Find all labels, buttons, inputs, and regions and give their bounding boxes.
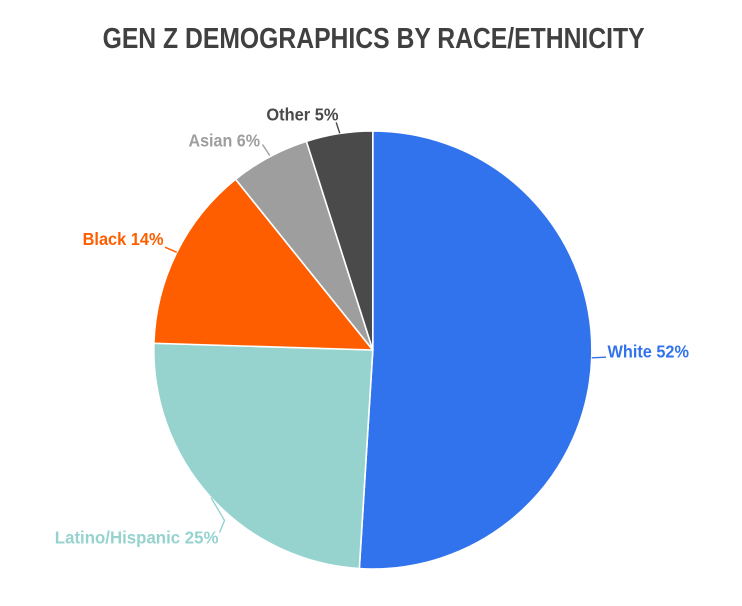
svg-text:Other 5%: Other 5% [266, 105, 339, 125]
svg-text:Asian 6%: Asian 6% [189, 131, 261, 151]
svg-text:GEN Z DEMOGRAPHICS BY RACE/ETH: GEN Z DEMOGRAPHICS BY RACE/ETHNICITY [103, 23, 645, 55]
svg-text:Latino/Hispanic 25%: Latino/Hispanic 25% [55, 527, 219, 547]
svg-text:White 52%: White 52% [608, 342, 690, 362]
svg-text:Black 14%: Black 14% [83, 229, 164, 249]
